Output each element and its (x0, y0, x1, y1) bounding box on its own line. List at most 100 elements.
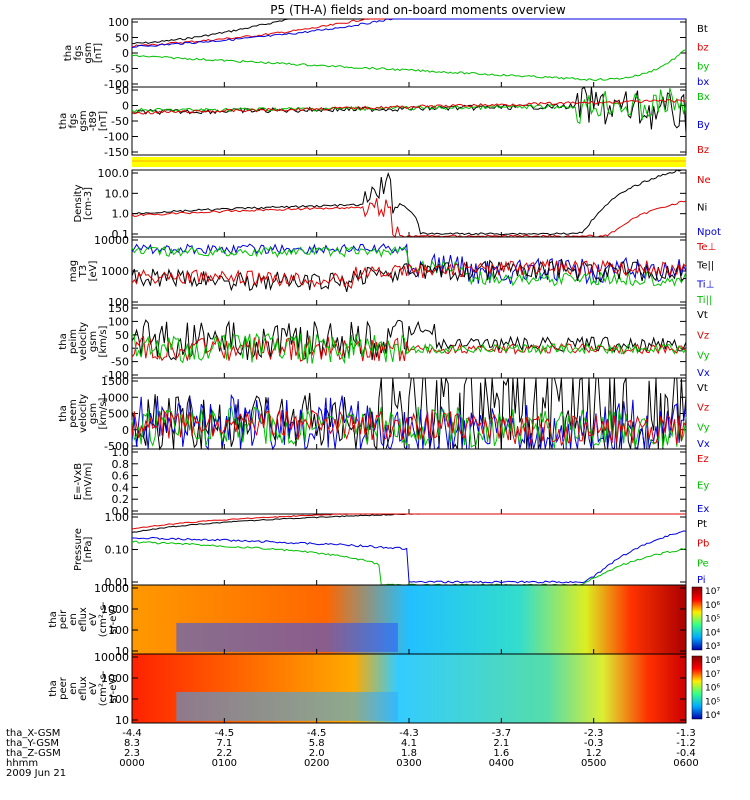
peim-frame (131, 304, 687, 379)
y-axis-label: tha (48, 680, 59, 696)
x-row-value: 1.8 (401, 748, 417, 759)
y-tick-label: -150 (104, 146, 129, 159)
y-axis-label: T3 (78, 265, 89, 278)
x-row-value: 2.1 (493, 738, 509, 749)
y-tick-label: 50 (115, 84, 129, 97)
y-tick-label: 10.0 (105, 187, 130, 200)
x-row-value: -0.4 (676, 748, 696, 759)
x-row-value: -1.2 (676, 738, 696, 749)
y-axis-label: [nT] (93, 43, 104, 63)
y-tick-label: 10 (115, 645, 129, 658)
y-axis-label: gsm (83, 42, 94, 63)
y-axis-label: velocity (78, 322, 89, 361)
colorbar-label: 10⁷ (705, 670, 720, 680)
y-axis-label: fgs (73, 45, 84, 60)
y-tick-label: 10000 (94, 582, 129, 595)
y-axis-label: velocity (78, 394, 89, 433)
data-gap-bar-line (132, 160, 686, 162)
legend-label: Vt (697, 310, 708, 321)
x-row-value: 0400 (489, 758, 514, 769)
y-tick-label: -100 (104, 78, 129, 91)
legend-label: Vz (697, 403, 709, 414)
colorbar-scale (691, 655, 703, 720)
legend-label: bx (697, 77, 709, 88)
colorbar-scale (691, 586, 703, 651)
y-axis-label: eflux (78, 607, 89, 632)
legend-label: Pt (697, 519, 707, 530)
legend-label: Ex (697, 504, 709, 515)
panel-exb: 1.00.80.60.40.20.0 E=-VxB [mV/m] Ez Ey Ex (73, 446, 709, 518)
y-tick-label: 1000 (101, 391, 129, 404)
y-tick-label: 100 (108, 315, 129, 328)
y-axis-label: gsm (78, 110, 89, 131)
y-tick-label: 100.0 (98, 167, 130, 180)
peir-low-energy-band (176, 622, 398, 652)
x-row-value: 1.2 (586, 748, 602, 759)
y-axis-label: (cm²-s- (98, 601, 109, 637)
y-axis-label: [mV/m] (83, 463, 94, 501)
legend-label: Ti⊥ (696, 279, 714, 290)
x-row-value: 2.2 (216, 748, 232, 759)
series-bz-t89 (131, 99, 687, 115)
colorbar-label: 10³ (705, 642, 720, 652)
series-pi (132, 530, 687, 584)
peer-colorbar: 10⁸ 10⁷ 10⁶ 10⁵ 10⁴ (691, 655, 720, 721)
peir-colorbar: 10⁷ 10⁶ 10⁵ 10⁴ 10³ (691, 586, 720, 652)
panel-peem: 1500 1000 500 0 -500 tha peem velocity gsm [km/s]… (58, 375, 710, 453)
legend-label: Vt (697, 383, 708, 394)
x-row-value: 7.1 (216, 738, 232, 749)
y-axis-label: [nT] (98, 111, 109, 131)
y-tick-label: -50 (111, 115, 129, 128)
y-tick-label: 1500 (101, 375, 129, 388)
x-row-value: 0300 (396, 758, 421, 769)
y-axis-label: peim (68, 329, 79, 354)
y-axis-label: peir (58, 609, 69, 629)
y-tick-label: 1000 (101, 672, 129, 685)
legend-label: Ey (697, 481, 709, 492)
y-tick-label: 1.00 (105, 511, 130, 524)
y-tick-label: 0 (122, 100, 129, 113)
legend-label: Npot (697, 227, 721, 238)
y-axis-label: -t89 (88, 111, 99, 131)
y-axis-label: fgs (68, 113, 79, 128)
y-axis-label: peem (68, 399, 79, 427)
exb-frame (131, 448, 687, 515)
panel-peir: 10⁷ 10⁶ 10⁵ 10⁴ 10³ 10000 1000 100 10 tha peir en ef… (48, 582, 720, 658)
legend-label: Ti|| (696, 295, 712, 306)
x-row-value: 2.3 (124, 748, 140, 759)
x-row-value: -3.7 (492, 728, 512, 739)
y-axis-label: en (68, 613, 79, 626)
x-row-name: hhmm (6, 758, 38, 769)
fgs-frame (131, 18, 687, 88)
y-tick-label: 0.4 (112, 481, 130, 494)
series-by (131, 49, 687, 82)
y-tick-label: 1000 (101, 265, 129, 278)
x-row-value: 0100 (212, 758, 237, 769)
x-row-value: -2.3 (584, 728, 604, 739)
x-row-value: -0.3 (584, 738, 604, 749)
x-axis-labels: tha_X-GSM -4.4 -4.5 -4.5 -4.3 -3.7 -2.3 -1.3 tha… (6, 728, 699, 769)
y-tick-label: -100 (104, 369, 129, 382)
y-axis-label: [cm-3] (83, 187, 94, 220)
legend-label: bz (697, 43, 709, 54)
x-row-value: 0600 (673, 758, 698, 769)
y-tick-label: 0 (122, 47, 129, 60)
legend-label: Bz (697, 145, 709, 156)
series-bx (131, 18, 686, 49)
x-row-value: -4.3 (399, 728, 419, 739)
panel-fgs_t89: 50 0 -50 -100 -150 tha fgs gsm -t89 [nT] Bx By Bz (58, 84, 710, 159)
legend-label: Bt (697, 24, 708, 35)
y-axis-label: [nPa] (83, 536, 94, 562)
series-ne (131, 198, 687, 238)
y-tick-label: -50 (111, 63, 129, 76)
x-row-value: -4.4 (122, 728, 142, 739)
y-axis-label: sr-eV) (108, 605, 119, 634)
series-bz (132, 18, 686, 48)
y-tick-label: 10 (115, 714, 129, 727)
y-tick-label: -50 (111, 356, 129, 369)
y-tick-label: 0.1 (112, 228, 130, 241)
y-axis-label: Density (73, 184, 84, 222)
x-row-value: 8.3 (124, 738, 140, 749)
y-axis-label: sr-eV) (108, 674, 119, 703)
